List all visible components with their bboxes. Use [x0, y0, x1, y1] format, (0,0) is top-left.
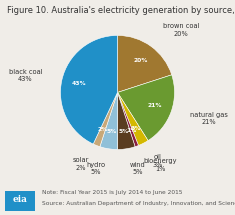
- Wedge shape: [100, 92, 118, 149]
- Text: solar
2%: solar 2%: [73, 157, 89, 171]
- Wedge shape: [118, 92, 135, 149]
- Text: Figure 10. Australia's electricity generation by source, 2015: Figure 10. Australia's electricity gener…: [7, 6, 235, 15]
- Text: 1%: 1%: [126, 127, 136, 132]
- Text: Note: Fiscal Year 2015 is July 2014 to June 2015: Note: Fiscal Year 2015 is July 2014 to J…: [42, 190, 183, 195]
- Wedge shape: [118, 35, 172, 92]
- Text: eia: eia: [12, 195, 27, 204]
- Text: black coal
43%: black coal 43%: [9, 69, 42, 82]
- Text: 2%: 2%: [98, 127, 108, 132]
- Text: 21%: 21%: [148, 103, 162, 109]
- Text: 20%: 20%: [134, 58, 148, 63]
- Wedge shape: [118, 92, 138, 147]
- Text: oil
3%: oil 3%: [153, 154, 163, 168]
- Text: hydro
5%: hydro 5%: [86, 162, 106, 175]
- Text: 3%: 3%: [130, 126, 141, 131]
- Text: 5%: 5%: [106, 129, 116, 134]
- Wedge shape: [60, 35, 118, 144]
- Wedge shape: [93, 92, 118, 147]
- Text: 43%: 43%: [71, 81, 86, 86]
- Wedge shape: [118, 75, 175, 141]
- Text: Source: Australian Department of Industry, Innovation, and Science: Source: Australian Department of Industr…: [42, 201, 235, 206]
- Text: brown coal
20%: brown coal 20%: [163, 23, 199, 37]
- Text: natural gas
21%: natural gas 21%: [190, 112, 228, 125]
- Text: 5%: 5%: [119, 129, 129, 134]
- Text: bioenergy
1%: bioenergy 1%: [144, 158, 177, 172]
- Wedge shape: [118, 92, 148, 146]
- Text: wind
5%: wind 5%: [129, 162, 145, 175]
